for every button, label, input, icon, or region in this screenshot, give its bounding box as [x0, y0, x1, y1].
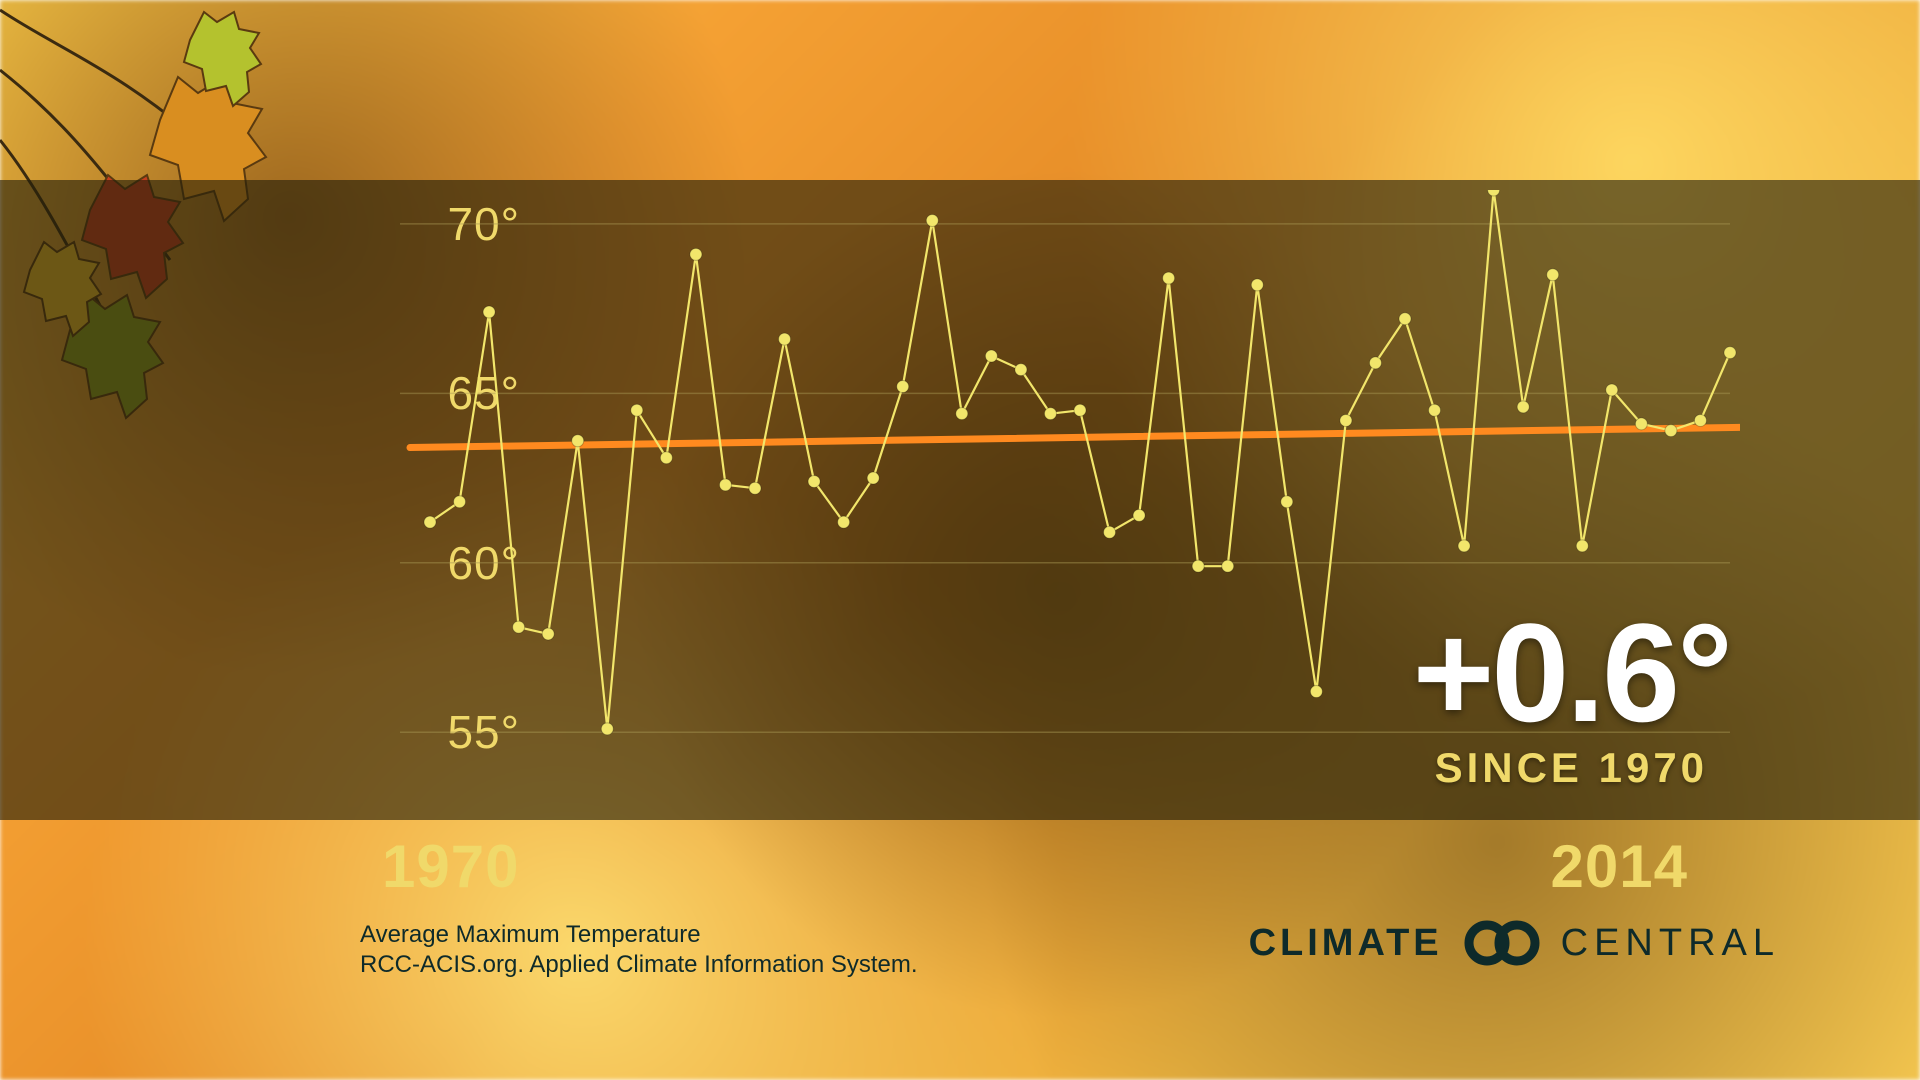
x-axis-start-label: 1970: [382, 832, 519, 901]
source-line-2: RCC-ACIS.org. Applied Climate Informatio…: [360, 950, 918, 980]
data-source-text: Average Maximum Temperature RCC-ACIS.org…: [360, 920, 918, 980]
trend-value: +0.6°: [1413, 610, 1730, 736]
trend-subtitle: SINCE 1970: [1413, 744, 1730, 792]
x-axis-end-label: 2014: [1551, 832, 1688, 901]
brand-rings-icon: [1457, 920, 1547, 966]
source-line-1: Average Maximum Temperature: [360, 920, 918, 950]
brand-word-right: CENTRAL: [1561, 922, 1780, 965]
brand-word-left: CLIMATE: [1249, 922, 1443, 965]
footer: Average Maximum Temperature RCC-ACIS.org…: [360, 920, 1780, 980]
climate-central-logo: CLIMATE CENTRAL: [1249, 920, 1780, 966]
trend-callout: +0.6° SINCE 1970: [1413, 610, 1730, 792]
x-axis-labels: 1970 2014: [360, 832, 1740, 902]
